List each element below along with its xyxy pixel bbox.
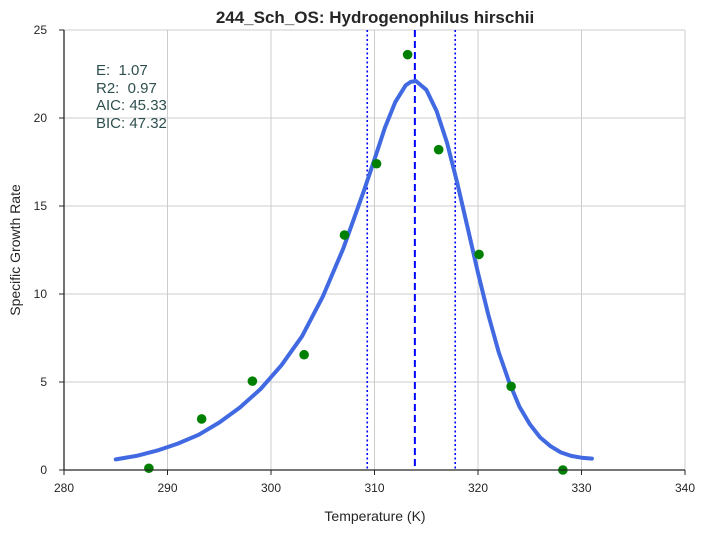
x-tick-label-5: 330 (571, 481, 591, 495)
data-point (339, 230, 350, 240)
data-point (474, 249, 484, 260)
fit-curve (113, 79, 594, 462)
curve-layer (113, 79, 594, 462)
chart-title: 244_Sch_OS: Hydrogenophilus hirschii (216, 8, 534, 27)
x-tick-label-1: 290 (157, 481, 177, 495)
vline-layer (366, 30, 457, 470)
x-tick-label-4: 320 (468, 481, 488, 495)
x-tick-label-6: 340 (675, 481, 695, 495)
stat-e: E: 1.07 (96, 62, 148, 79)
data-point (196, 414, 207, 424)
grid-layer (63, 29, 686, 471)
data-point (433, 144, 444, 155)
x-tick-label-0: 280 (54, 481, 74, 495)
tick-layer: 280 290 300 310 320 330 340 0 5 10 15 20 25 (34, 23, 696, 495)
y-tick-label-3: 15 (34, 199, 48, 213)
stat-bic: BIC: 47.32 (96, 115, 167, 132)
x-tick-label-2: 300 (261, 481, 281, 495)
data-point (402, 49, 413, 60)
stat-r2: R2: 0.97 (96, 80, 157, 97)
y-tick-label-1: 5 (40, 375, 47, 389)
y-tick-label-4: 20 (34, 111, 48, 125)
data-point (247, 376, 258, 386)
stat-aic: AIC: 45.33 (96, 97, 167, 114)
data-point (506, 381, 516, 392)
point-layer (144, 49, 568, 475)
axis-layer (59, 29, 686, 475)
x-tick-label-3: 310 (364, 481, 384, 495)
y-tick-label-0: 0 (40, 463, 47, 477)
data-point (371, 158, 382, 169)
y-tick-label-5: 25 (34, 23, 48, 37)
data-point (299, 349, 309, 360)
data-point (144, 463, 154, 474)
y-tick-label-2: 10 (34, 287, 48, 301)
y-axis-label: Specific Growth Rate (7, 184, 23, 316)
x-axis-label: Temperature (K) (324, 508, 425, 524)
